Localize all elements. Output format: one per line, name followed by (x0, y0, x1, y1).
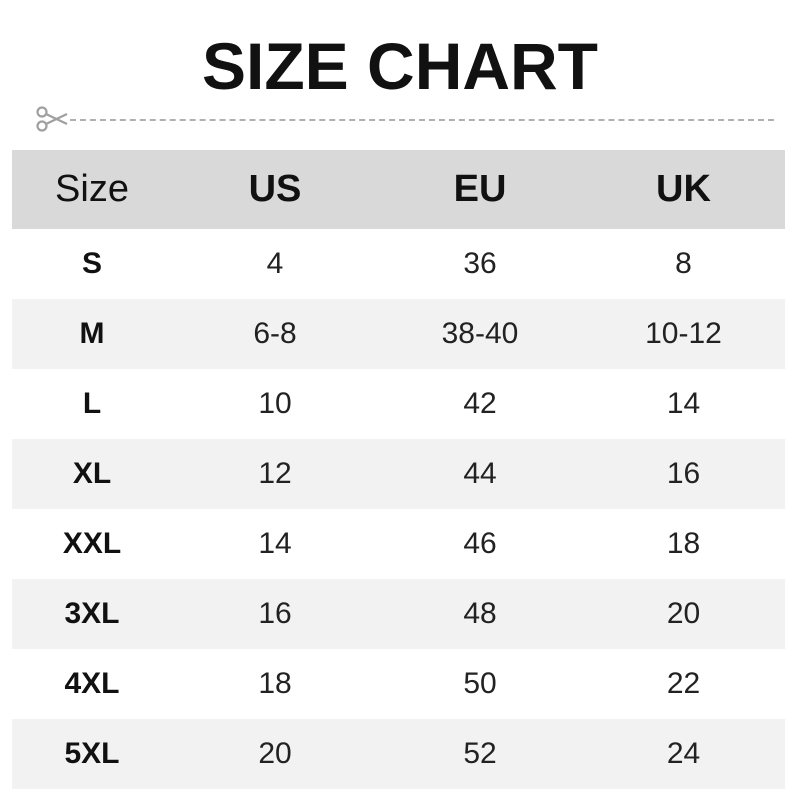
cell-us: 14 (258, 527, 292, 560)
cell-uk: 8 (675, 247, 692, 280)
cell-us: 10 (258, 387, 292, 420)
cell-uk: 14 (666, 387, 701, 420)
cell-us: 20 (258, 737, 292, 770)
cell-eu: 38-40 (441, 317, 519, 350)
size-table: Size US EU UK S 4 36 8 M 6-8 38-40 10-12 L 10 42 14… (12, 150, 785, 789)
cell-eu: 44 (463, 457, 497, 490)
cell-size: M (79, 317, 105, 350)
table-row: L 10 42 14 (12, 369, 785, 439)
cell-us: 12 (258, 457, 292, 490)
cell-size: 4XL (64, 667, 120, 700)
page-title: SIZE CHART (202, 29, 598, 103)
dashed-divider (70, 119, 774, 121)
table-row: 4XL 18 50 22 (12, 649, 785, 719)
header-eu: EU (453, 168, 507, 210)
header-us: US (248, 168, 302, 210)
cell-uk: 22 (666, 667, 701, 700)
table-row: 3XL 16 48 20 (12, 579, 785, 649)
cell-size: S (81, 247, 102, 280)
table-row: 5XL 20 52 24 (12, 719, 785, 789)
header-size: Size (55, 168, 129, 210)
cell-us: 16 (258, 597, 292, 630)
cell-size: L (82, 387, 102, 420)
table-header-row: Size US EU UK (12, 150, 785, 229)
cell-size: XL (72, 457, 112, 490)
cut-line (34, 104, 774, 134)
cell-size: 5XL (64, 737, 120, 770)
cell-eu: 48 (463, 597, 497, 630)
cell-uk: 24 (666, 737, 701, 770)
cell-eu: 36 (463, 247, 497, 280)
cell-uk: 20 (666, 597, 701, 630)
cell-eu: 46 (463, 527, 497, 560)
header-uk: UK (656, 168, 711, 210)
cell-us: 18 (258, 667, 292, 700)
scissors-icon (36, 106, 68, 132)
cell-eu: 52 (463, 737, 497, 770)
table-row: M 6-8 38-40 10-12 (12, 299, 785, 369)
cell-eu: 50 (463, 667, 497, 700)
table-row: S 4 36 8 (12, 229, 785, 299)
cell-uk: 18 (666, 527, 701, 560)
cell-uk: 10-12 (645, 317, 722, 350)
table-row: XL 12 44 16 (12, 439, 785, 509)
cell-us: 6-8 (253, 317, 297, 350)
cell-size: 3XL (64, 597, 120, 630)
cell-us: 4 (266, 247, 284, 280)
cell-uk: 16 (666, 457, 701, 490)
cell-size: XXL (62, 527, 122, 560)
cell-eu: 42 (463, 387, 497, 420)
table-row: XXL 14 46 18 (12, 509, 785, 579)
